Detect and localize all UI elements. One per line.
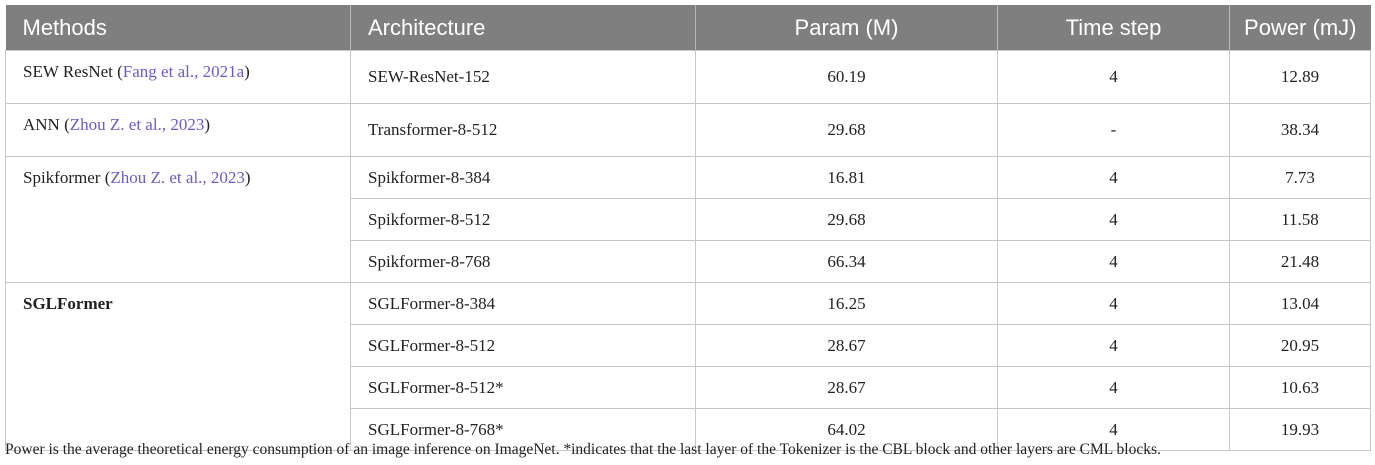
method-name: SGLFormer [23,294,113,313]
time-step-cell: 4 [997,240,1230,283]
citation-link[interactable]: Zhou Z. et al., 2023 [110,168,245,187]
table-row: SEW ResNet (Fang et al., 2021a) SEW-ResNe… [5,50,1371,104]
power-cell: 20.95 [1229,324,1371,367]
table-row: SGLFormer-8-768* 64.02 4 19.93 [6,408,1371,451]
architecture-cell: Spikformer-8-768 [350,240,696,283]
architecture-cell: Spikformer-8-512 [350,198,696,241]
citation-link[interactable]: Zhou Z. et al., 2023 [69,115,205,134]
table-footnote: Power is the average theoretical energy … [5,441,1161,458]
power-cell: 19.93 [1229,408,1371,451]
param-cell: 66.34 [695,240,998,283]
method-name: SEW ResNet [23,62,113,81]
header-architecture: Architecture [350,5,696,51]
power-cell: 13.04 [1229,282,1371,325]
param-cell: 60.19 [695,50,998,104]
architecture-cell: SEW-ResNet-152 [350,50,696,104]
architecture-cell: SGLFormer-8-512* [350,366,696,409]
time-step-cell: 4 [997,198,1230,241]
table-body: SEW ResNet (Fang et al., 2021a) SEW-ResNe… [5,50,1371,451]
method-name: Spikformer [23,168,101,187]
table-row: Spikformer-8-768 66.34 4 21.48 [6,240,1371,283]
architecture-cell: SGLFormer-8-384 [350,282,696,325]
param-cell: 28.67 [695,324,998,367]
header-methods: Methods [5,5,351,51]
header-row: Methods Architecture Param (M) Time step… [5,5,1371,51]
time-step-cell: - [997,103,1230,157]
header-power: Power (mJ) [1229,5,1371,51]
time-step-cell: 4 [997,156,1230,199]
param-cell: 64.02 [695,408,998,451]
power-cell: 21.48 [1229,240,1371,283]
param-cell: 16.81 [695,156,998,199]
comparison-table: Methods Architecture Param (M) Time step… [5,5,1371,451]
power-cell: 38.34 [1229,103,1371,157]
table-row: Spikformer (Zhou Z. et al., 2023) Spikfor… [5,156,1371,283]
table-row: SGLFormer-8-512 28.67 4 20.95 [6,324,1371,367]
power-cell: 11.58 [1229,198,1371,241]
param-cell: 29.68 [695,103,998,157]
table-header: Methods Architecture Param (M) Time step… [5,5,1371,51]
power-cell: 7.73 [1229,156,1371,199]
method-name: ANN [23,115,60,134]
time-step-cell: 4 [997,366,1230,409]
param-cell: 29.68 [695,198,998,241]
table-row: SGLFormer-8-512* 28.67 4 10.63 [6,366,1371,409]
method-cell: SGLFormer [5,282,351,451]
power-cell: 12.89 [1229,50,1371,104]
time-step-cell: 4 [997,50,1230,104]
header-param: Param (M) [695,5,998,51]
param-cell: 16.25 [695,282,998,325]
method-cell: ANN (Zhou Z. et al., 2023) [5,103,351,157]
architecture-cell: Transformer-8-512 [350,103,696,157]
table-row: ANN (Zhou Z. et al., 2023) Transformer-8-… [5,103,1371,157]
comparison-table-container: Methods Architecture Param (M) Time step… [5,5,1371,451]
citation-link[interactable]: Fang et al., 2021a [122,62,245,81]
time-step-cell: 4 [997,324,1230,367]
architecture-cell: SGLFormer-8-768* [350,408,696,451]
power-cell: 10.63 [1229,366,1371,409]
table-row: Spikformer-8-512 29.68 4 11.58 [6,198,1371,241]
method-cell: SEW ResNet (Fang et al., 2021a) [5,50,351,104]
param-cell: 28.67 [695,366,998,409]
method-cell: Spikformer (Zhou Z. et al., 2023) [5,156,351,283]
architecture-cell: Spikformer-8-384 [350,156,696,199]
table-row: SGLFormer SGLFormer-8-384 16.25 4 13.04 [5,282,1371,451]
header-time-step: Time step [997,5,1230,51]
time-step-cell: 4 [997,282,1230,325]
architecture-cell: SGLFormer-8-512 [350,324,696,367]
